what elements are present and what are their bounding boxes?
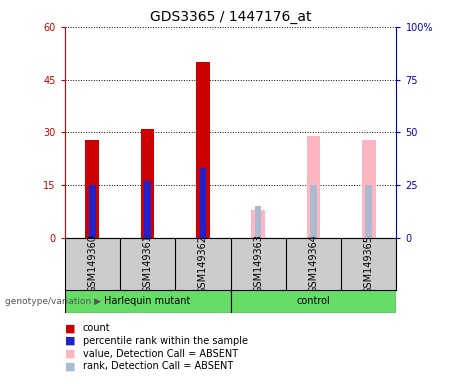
Text: ■: ■ bbox=[65, 323, 75, 333]
Text: ■: ■ bbox=[65, 336, 75, 346]
Bar bbox=[230, 290, 396, 313]
Bar bbox=[144, 181, 151, 238]
Text: ■: ■ bbox=[65, 349, 75, 359]
Bar bbox=[196, 62, 210, 238]
Text: genotype/variation ▶: genotype/variation ▶ bbox=[5, 297, 100, 306]
Bar bbox=[200, 168, 206, 238]
Bar bbox=[362, 139, 376, 238]
Bar bbox=[251, 210, 265, 238]
Text: ■: ■ bbox=[65, 361, 75, 371]
Text: control: control bbox=[296, 296, 331, 306]
Bar bbox=[310, 185, 317, 238]
Bar bbox=[85, 139, 99, 238]
Bar bbox=[366, 185, 372, 238]
Bar bbox=[307, 136, 320, 238]
Text: GSM149363: GSM149363 bbox=[253, 235, 263, 293]
Text: Harlequin mutant: Harlequin mutant bbox=[104, 296, 191, 306]
Text: count: count bbox=[83, 323, 111, 333]
Text: value, Detection Call = ABSENT: value, Detection Call = ABSENT bbox=[83, 349, 238, 359]
Text: percentile rank within the sample: percentile rank within the sample bbox=[83, 336, 248, 346]
Bar bbox=[65, 290, 230, 313]
Text: GSM149361: GSM149361 bbox=[142, 235, 153, 293]
Bar bbox=[89, 185, 95, 238]
Text: GSM149362: GSM149362 bbox=[198, 235, 208, 293]
Bar bbox=[255, 207, 261, 238]
Bar bbox=[141, 129, 154, 238]
Text: GSM149364: GSM149364 bbox=[308, 235, 319, 293]
Title: GDS3365 / 1447176_at: GDS3365 / 1447176_at bbox=[150, 10, 311, 25]
Text: rank, Detection Call = ABSENT: rank, Detection Call = ABSENT bbox=[83, 361, 233, 371]
Text: GSM149365: GSM149365 bbox=[364, 235, 374, 293]
Text: GSM149360: GSM149360 bbox=[87, 235, 97, 293]
